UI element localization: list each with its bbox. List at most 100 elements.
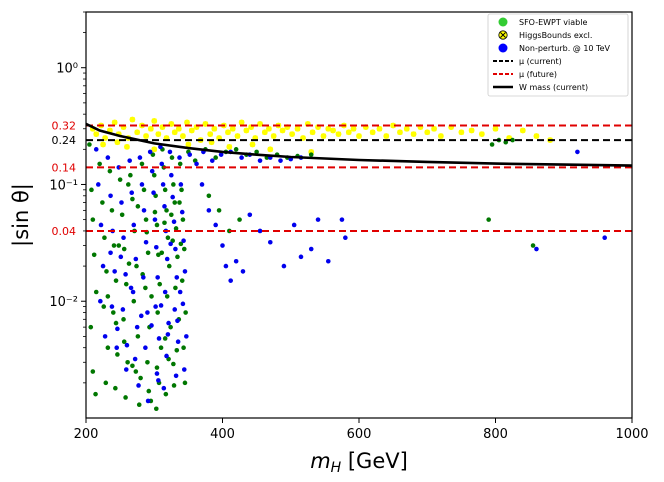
point-sfo-ewpt xyxy=(125,359,130,365)
point-non-perturb xyxy=(152,217,158,222)
point-sfo-ewpt xyxy=(139,161,145,167)
point-sfo-ewpt xyxy=(180,217,186,222)
point-sfo-ewpt xyxy=(179,187,184,193)
point-non-perturb xyxy=(121,235,126,241)
point-higgsbounds-cross xyxy=(226,144,232,150)
point-non-perturb xyxy=(170,194,175,200)
point-sfo-ewpt xyxy=(126,261,132,266)
point-non-perturb xyxy=(164,256,170,262)
point-sfo-ewpt xyxy=(123,395,128,400)
point-higgsbounds-excl xyxy=(325,125,332,132)
point-non-perturb xyxy=(602,235,607,241)
point-sfo-ewpt xyxy=(136,402,142,407)
point-non-perturb xyxy=(228,278,233,283)
point-sfo-ewpt xyxy=(181,345,186,351)
point-higgsbounds-cross xyxy=(390,122,396,129)
legend-box xyxy=(487,13,629,97)
point-higgsbounds-cross xyxy=(262,129,268,135)
point-non-perturb xyxy=(175,339,181,345)
point-sfo-ewpt xyxy=(111,243,117,248)
point-sfo-ewpt xyxy=(123,281,129,287)
point-sfo-ewpt xyxy=(143,217,149,222)
point-non-perturb xyxy=(139,182,145,187)
point-non-perturb xyxy=(130,289,136,295)
point-higgsbounds-excl xyxy=(129,116,136,123)
point-higgsbounds-cross xyxy=(151,146,157,152)
legend-label: μ (current) xyxy=(519,57,562,66)
point-higgsbounds-cross xyxy=(266,126,272,132)
point-non-perturb xyxy=(343,235,348,241)
point-higgsbounds-cross xyxy=(230,126,236,132)
point-non-perturb xyxy=(177,289,183,295)
point-higgsbounds-excl xyxy=(226,143,233,150)
point-sfo-ewpt xyxy=(121,339,127,345)
point-higgsbounds-excl xyxy=(151,118,158,124)
point-non-perturb xyxy=(141,208,147,213)
point-non-perturb xyxy=(187,152,193,157)
point-sfo-ewpt xyxy=(158,345,164,351)
point-higgsbounds-cross xyxy=(350,126,357,132)
point-higgsbounds-excl xyxy=(390,122,397,129)
point-higgsbounds-cross xyxy=(93,131,99,137)
point-non-perturb xyxy=(112,269,117,274)
x-tick-label: 400 xyxy=(210,427,235,442)
point-sfo-ewpt xyxy=(159,250,165,256)
point-sfo-ewpt xyxy=(154,365,160,370)
point-non-perturb xyxy=(172,307,178,312)
point-higgsbounds-cross xyxy=(148,126,154,132)
point-non-perturb xyxy=(123,367,129,372)
point-higgsbounds-cross xyxy=(325,126,331,132)
point-sfo-ewpt xyxy=(97,161,102,167)
chart-marks xyxy=(86,116,632,412)
point-higgsbounds-cross xyxy=(100,141,106,148)
point-sfo-ewpt xyxy=(141,187,147,193)
point-higgsbounds-cross xyxy=(114,139,120,145)
point-non-perturb xyxy=(159,161,165,167)
point-higgsbounds-excl xyxy=(257,121,263,127)
point-higgsbounds-excl xyxy=(151,146,158,153)
point-higgsbounds-cross xyxy=(469,127,475,134)
x-tick-label: 600 xyxy=(347,427,372,442)
point-higgsbounds-cross xyxy=(211,126,217,132)
point-sfo-ewpt xyxy=(171,383,177,388)
point-sfo-ewpt xyxy=(237,217,242,222)
point-sfo-ewpt xyxy=(486,217,491,222)
point-higgsbounds-excl xyxy=(238,119,245,126)
reference-label-0-24: 0.24 xyxy=(52,134,77,147)
point-higgsbounds-cross xyxy=(458,129,464,135)
point-sfo-ewpt xyxy=(105,294,111,299)
point-sfo-ewpt xyxy=(145,250,151,256)
point-sfo-ewpt xyxy=(153,406,159,412)
point-non-perturb xyxy=(100,263,106,269)
point-higgsbounds-cross xyxy=(310,129,316,135)
point-non-perturb xyxy=(575,149,580,155)
point-higgsbounds-cross xyxy=(438,133,444,139)
point-higgsbounds-excl xyxy=(270,133,277,139)
point-sfo-ewpt xyxy=(102,235,107,241)
point-non-perturb xyxy=(182,269,188,274)
point-sfo-ewpt xyxy=(131,298,137,304)
point-sfo-ewpt xyxy=(206,193,212,199)
point-sfo-ewpt xyxy=(213,155,218,160)
point-non-perturb xyxy=(98,298,103,304)
point-higgsbounds-cross xyxy=(376,126,383,132)
legend-entry-2: Non-perturb. @ 10 TeV xyxy=(498,43,611,53)
x-tick-label: 1000 xyxy=(615,427,648,442)
point-non-perturb xyxy=(154,371,160,376)
point-non-perturb xyxy=(153,244,159,250)
point-higgsbounds-excl xyxy=(533,133,540,139)
point-higgsbounds-cross xyxy=(492,126,499,132)
point-non-perturb xyxy=(132,356,138,362)
point-non-perturb xyxy=(177,155,182,160)
point-non-perturb xyxy=(209,158,215,163)
point-sfo-ewpt xyxy=(135,334,141,339)
point-non-perturb xyxy=(123,272,128,277)
point-non-perturb xyxy=(174,275,180,280)
point-non-perturb xyxy=(298,254,304,260)
point-non-perturb xyxy=(267,239,273,245)
point-higgsbounds-excl xyxy=(410,131,417,138)
point-higgsbounds-cross xyxy=(533,133,540,139)
point-higgsbounds-excl xyxy=(211,125,218,132)
point-non-perturb xyxy=(184,334,189,339)
point-sfo-ewpt xyxy=(162,187,168,193)
